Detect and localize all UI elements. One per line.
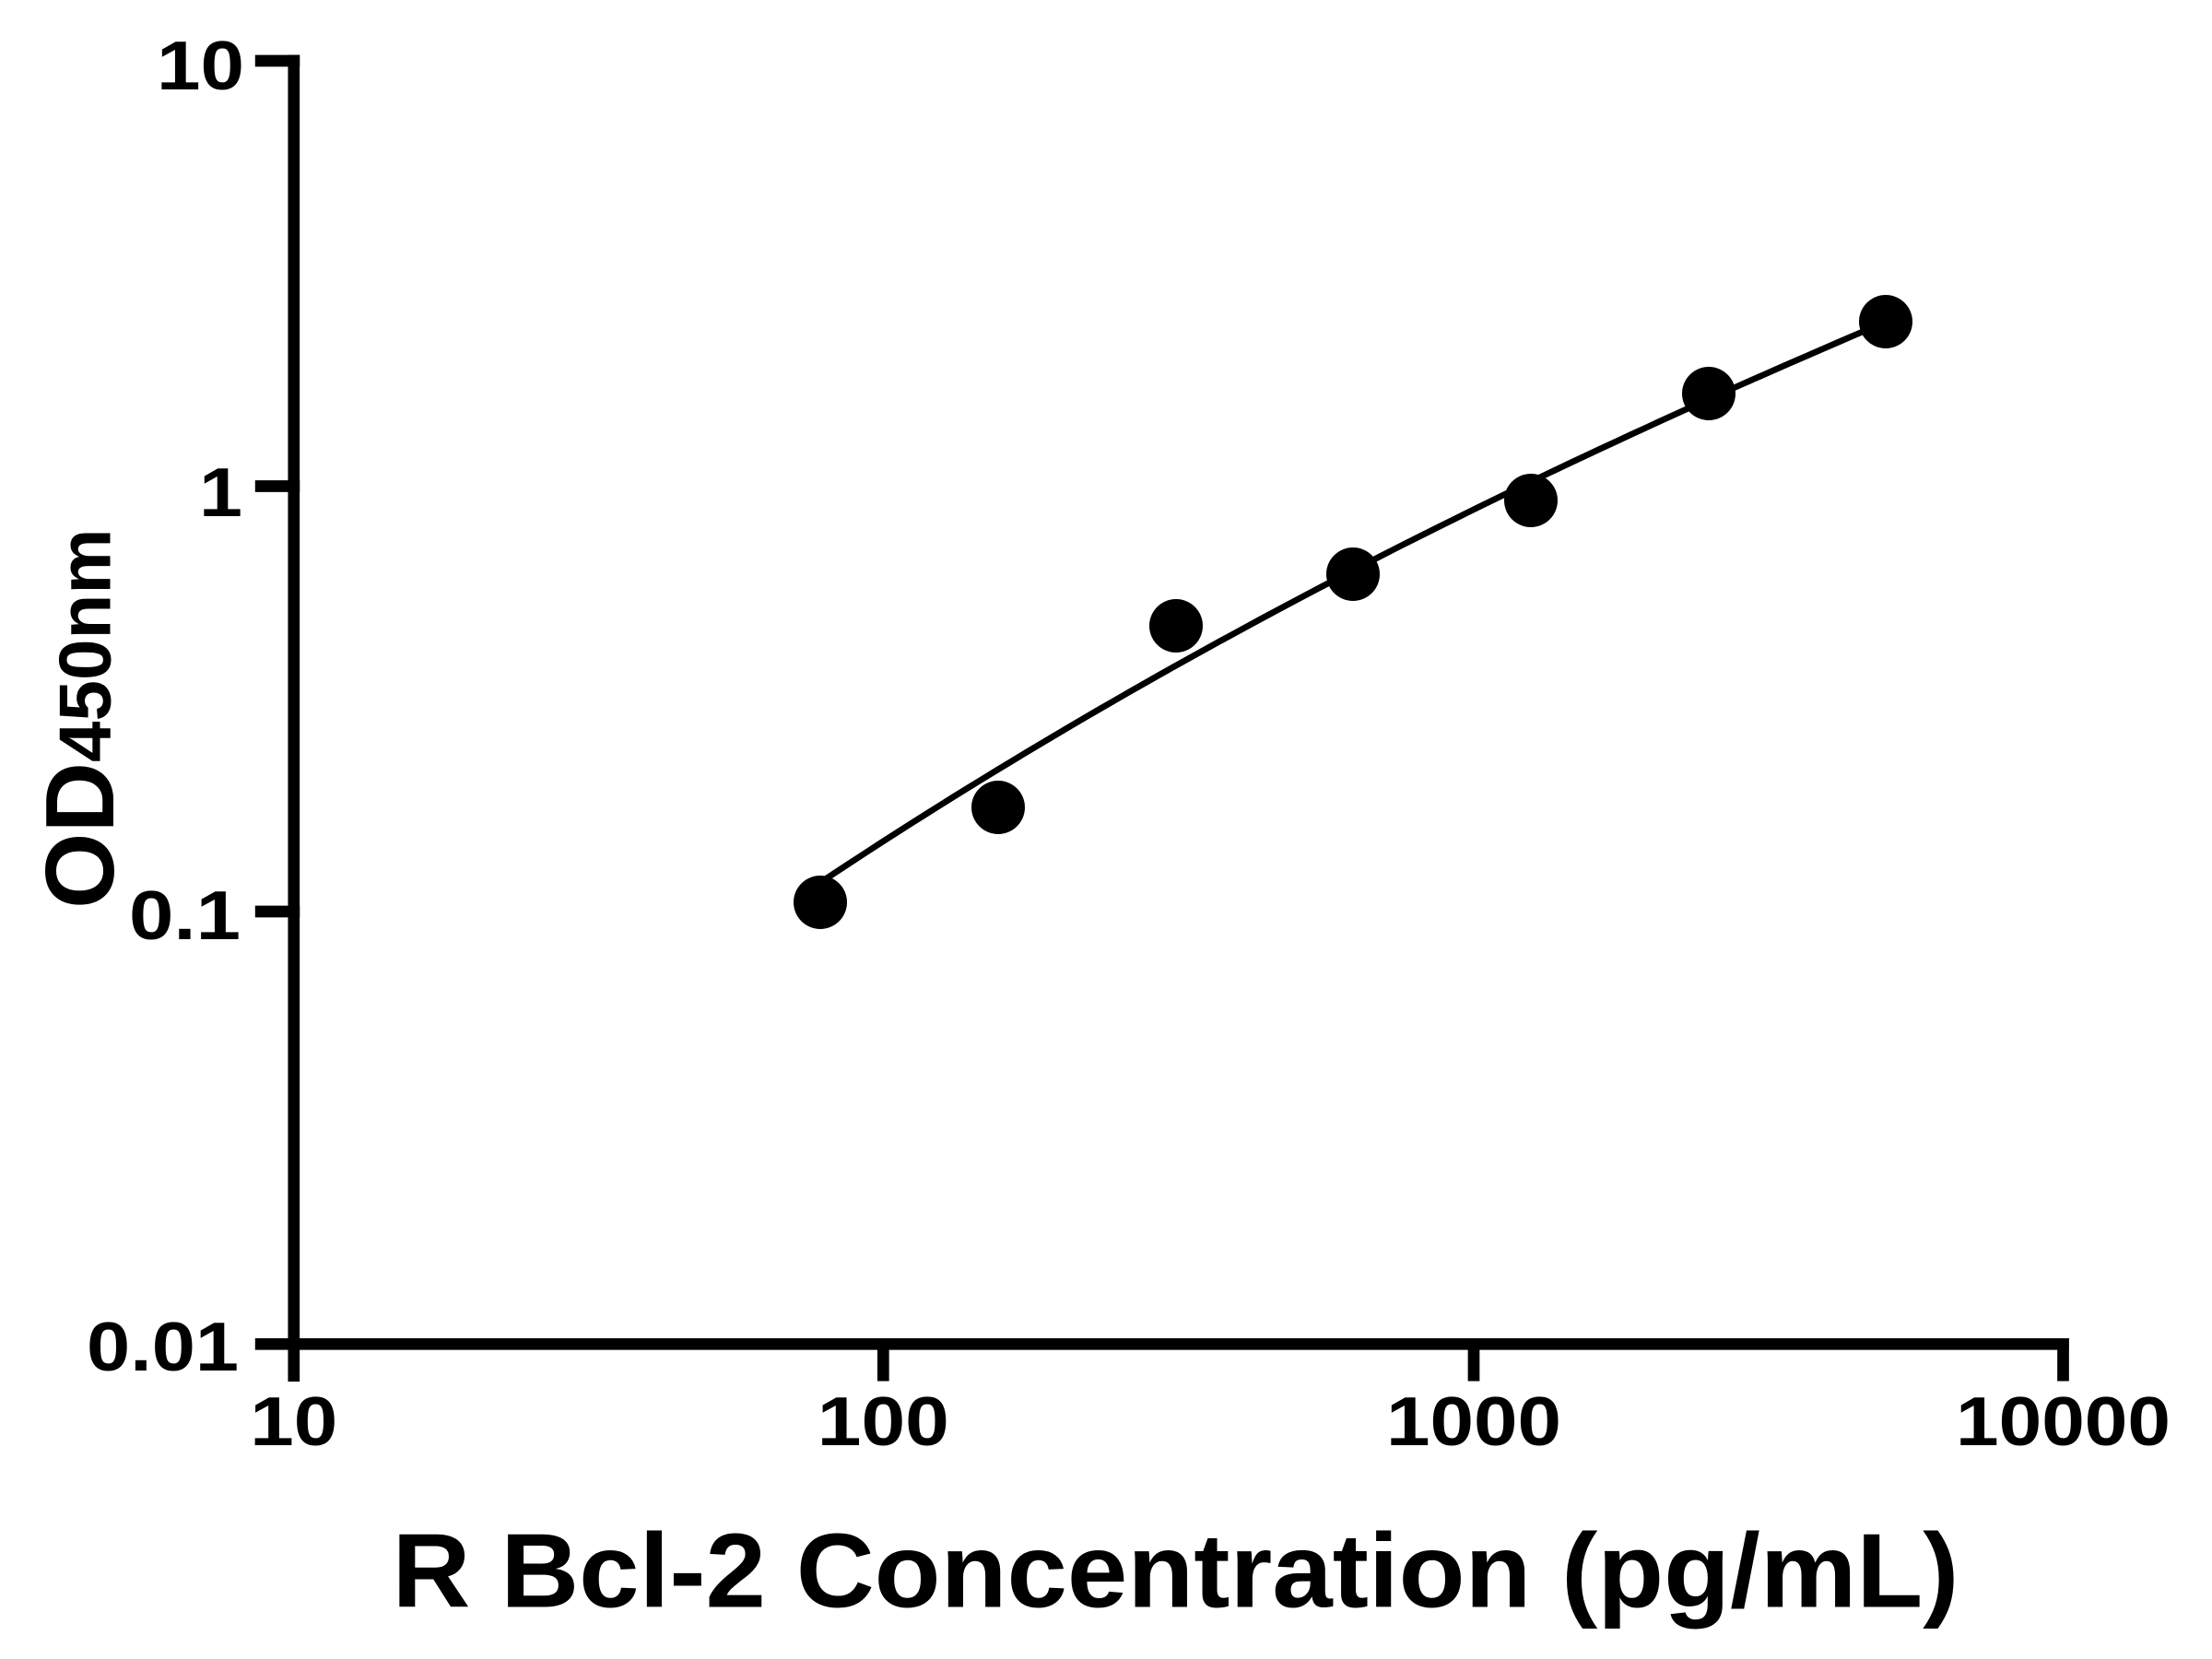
svg-text:R Bcl-2 Concentration (pg/mL): R Bcl-2 Concentration (pg/mL) [393, 1513, 1959, 1630]
svg-text:10: 10 [250, 1382, 337, 1460]
svg-text:0.1: 0.1 [129, 877, 241, 954]
svg-text:10000: 10000 [1956, 1382, 2171, 1460]
svg-text:OD450nm: OD450nm [26, 529, 135, 909]
svg-text:10: 10 [157, 27, 244, 104]
svg-text:100: 100 [818, 1382, 949, 1460]
svg-text:0.01: 0.01 [87, 1308, 239, 1385]
svg-text:1000: 1000 [1386, 1382, 1561, 1460]
svg-text:1: 1 [199, 453, 242, 531]
